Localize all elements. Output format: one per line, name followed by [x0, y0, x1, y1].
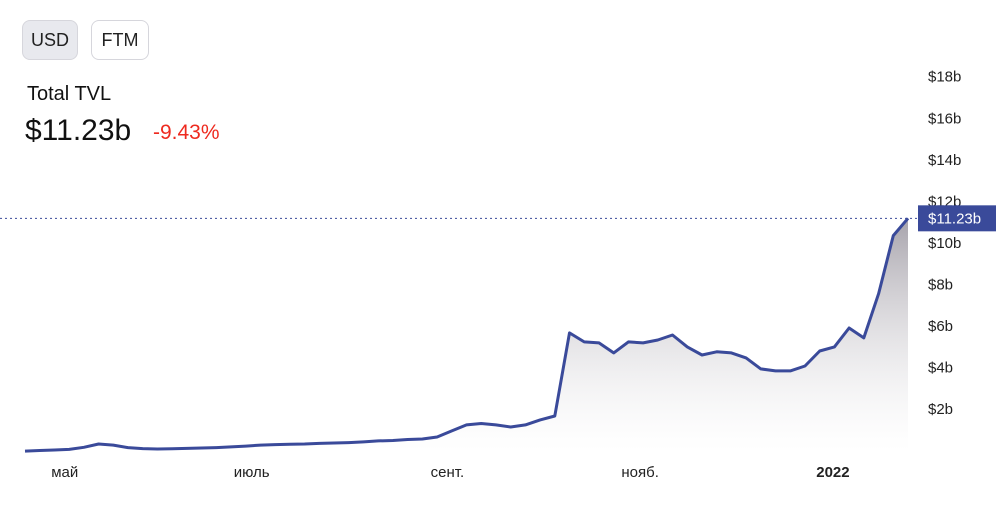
metric-change: -9.43% — [153, 121, 220, 144]
x-tick-label: июль — [234, 464, 270, 481]
y-tick-label: $2b — [928, 401, 953, 418]
currency-button[interactable]: FTM — [91, 20, 149, 60]
y-tick-label: $8b — [928, 276, 953, 293]
x-tick-label: май — [51, 464, 78, 481]
line — [24, 217, 910, 453]
y-tick-label: $4b — [928, 359, 953, 376]
y-tick-label: $16b — [928, 110, 961, 127]
y-tick-label: $10b — [928, 235, 961, 252]
y-tick-label: $6b — [928, 318, 953, 335]
y-tick-label: $14b — [928, 152, 961, 169]
area-fill — [25, 218, 908, 452]
currency-button[interactable]: USD — [22, 20, 78, 60]
x-tick-label: сент. — [431, 464, 465, 481]
price-tag — [918, 205, 996, 232]
metric-label: Total TVL — [27, 83, 112, 105]
price-tag-label: $11.23b — [928, 210, 981, 227]
x-tick-label: нояб. — [621, 464, 659, 481]
metric-value: $11.23b — [25, 114, 132, 147]
y-tick-label: $18b — [928, 69, 961, 86]
x-tick-label: 2022 — [816, 464, 849, 481]
